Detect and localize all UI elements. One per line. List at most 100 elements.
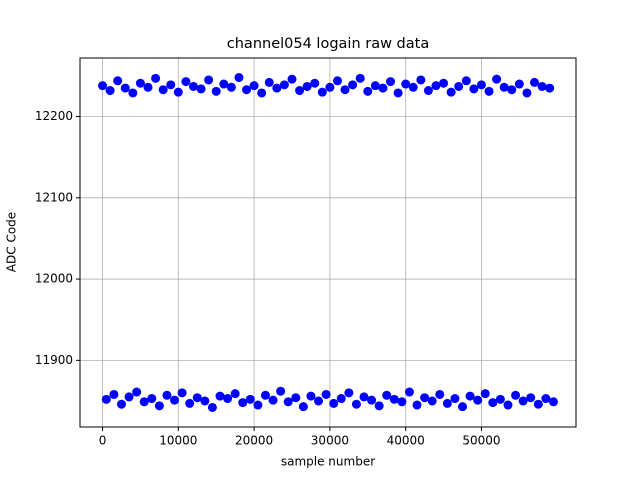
point [211, 86, 221, 96]
point [325, 82, 335, 92]
y-tick-label: 12100 [35, 190, 73, 204]
point [302, 81, 312, 91]
point [378, 83, 388, 93]
x-axis-label: sample number [281, 455, 375, 469]
point [223, 394, 233, 404]
point [412, 400, 422, 410]
point [268, 395, 278, 405]
point [336, 394, 346, 404]
point [473, 395, 483, 405]
x-tick-label: 20000 [235, 434, 273, 448]
point [260, 390, 270, 400]
point [295, 86, 305, 96]
point [431, 81, 441, 91]
point [537, 81, 547, 91]
point [454, 81, 464, 91]
x-tick-label: 50000 [462, 434, 500, 448]
point [420, 393, 430, 403]
point [476, 80, 486, 90]
y-tick-label: 11900 [35, 353, 73, 367]
point [151, 73, 161, 83]
point [170, 395, 180, 405]
point [359, 392, 369, 402]
point [143, 82, 153, 92]
point [480, 389, 490, 399]
point [314, 396, 324, 406]
point [317, 87, 327, 97]
point [495, 394, 505, 404]
point [370, 81, 380, 91]
point [522, 88, 532, 98]
point [105, 86, 115, 96]
point [332, 76, 342, 86]
point [219, 79, 229, 89]
point [530, 77, 540, 87]
point [355, 73, 365, 83]
y-tick-label: 12200 [35, 109, 73, 123]
x-tick-label: 40000 [387, 434, 425, 448]
point [427, 396, 437, 406]
point [132, 387, 142, 397]
point [492, 74, 502, 84]
point [423, 86, 433, 96]
point [382, 390, 392, 400]
point [242, 85, 252, 95]
point [283, 397, 293, 407]
point [533, 399, 543, 409]
y-axis-label: ADC Code [5, 212, 19, 272]
point [321, 389, 331, 399]
points [98, 73, 558, 412]
x-tick-label: 10000 [159, 434, 197, 448]
point [166, 80, 176, 90]
point [310, 78, 320, 88]
point [245, 394, 255, 404]
point [329, 398, 339, 408]
point [196, 84, 206, 94]
point [526, 393, 536, 403]
point [158, 85, 168, 95]
point [488, 398, 498, 408]
point [257, 88, 267, 98]
point [116, 399, 126, 409]
point [226, 82, 236, 92]
point [230, 389, 240, 399]
point [442, 398, 452, 408]
point [386, 77, 396, 87]
point [215, 391, 225, 401]
point [101, 394, 111, 404]
x-tick-label: 30000 [311, 434, 349, 448]
point [416, 75, 426, 85]
point [461, 76, 471, 86]
point [291, 393, 301, 403]
point [128, 88, 138, 98]
point [181, 77, 191, 87]
point [124, 392, 134, 402]
point [147, 394, 157, 404]
point [162, 390, 172, 400]
point [188, 81, 198, 91]
point [192, 393, 202, 403]
point [238, 398, 248, 408]
point [173, 87, 183, 97]
point [98, 81, 108, 91]
point [401, 79, 411, 89]
point [469, 84, 479, 94]
x-tick-label: 0 [99, 434, 107, 448]
point [439, 78, 449, 88]
point [518, 396, 528, 406]
point [253, 400, 263, 410]
point [393, 88, 403, 98]
point [351, 399, 361, 409]
point [465, 391, 475, 401]
point [348, 80, 358, 90]
point [113, 76, 123, 86]
point [367, 395, 377, 405]
point [200, 396, 210, 406]
point [499, 82, 509, 92]
point [545, 83, 555, 93]
point [548, 397, 558, 407]
point [458, 402, 468, 412]
point [507, 85, 517, 95]
point [204, 75, 214, 85]
